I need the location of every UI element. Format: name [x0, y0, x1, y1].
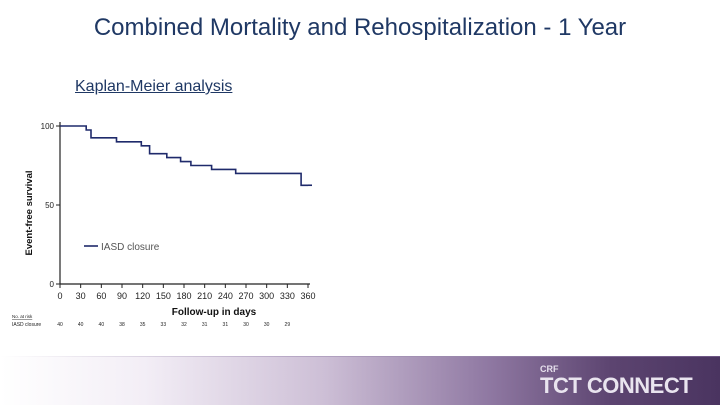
risk-table-row-label: IASD closure	[12, 322, 41, 328]
x-tick-label: 270	[238, 291, 253, 301]
slide-title: Combined Mortality and Rehospitalization…	[93, 14, 627, 41]
x-tick-label: 180	[176, 291, 191, 301]
risk-table-value: 35	[140, 322, 146, 328]
x-tick-label: 240	[218, 291, 233, 301]
risk-table-value: 31	[202, 322, 208, 328]
risk-table-value: 33	[161, 322, 167, 328]
chart-axes: 0 30 60 90 120 150 180 210 240 270 300 330 360 0 50 100…	[24, 122, 316, 318]
chart-legend: IASD closure	[84, 242, 160, 253]
x-tick-label: 300	[259, 291, 274, 301]
legend-label: IASD closure	[101, 242, 160, 253]
km-curve-series	[60, 125, 308, 187]
x-tick-label: 330	[280, 291, 295, 301]
x-tick-label: 150	[156, 291, 171, 301]
x-tick-label: 120	[135, 291, 150, 301]
y-tick-label: 0	[50, 280, 55, 289]
x-tick-label: 90	[117, 291, 127, 301]
y-tick-label: 100	[41, 122, 55, 131]
footer-band	[0, 357, 720, 405]
x-tick-label: 0	[57, 291, 62, 301]
risk-table-value: 31	[223, 322, 229, 328]
x-tick-label: 360	[300, 291, 315, 301]
risk-table-header: No. at risk	[12, 314, 33, 319]
x-axis-label: Follow-up in days	[172, 307, 257, 318]
risk-table-value: 38	[119, 322, 125, 328]
tct-connect-logo: TCT CONNECT	[540, 373, 693, 398]
x-tick-label: 210	[197, 291, 212, 301]
x-tick-label: 30	[76, 291, 86, 301]
y-tick-label: 50	[45, 201, 54, 210]
risk-table-value: 30	[243, 322, 249, 328]
risk-table-value: 30	[264, 322, 270, 328]
risk-table: No. at risk IASD closure 40 40 40 38 35 33 32 31 3…	[12, 314, 290, 328]
x-tick-label: 60	[96, 291, 106, 301]
crf-logo: CRF	[540, 364, 559, 374]
risk-table-value: 32	[181, 322, 187, 328]
slide-subtitle: Kaplan-Meier analysis	[75, 78, 233, 95]
risk-table-value: 40	[99, 322, 105, 328]
y-axis-label: Event-free survival	[24, 170, 35, 255]
risk-table-value: 40	[78, 322, 84, 328]
chart-series	[60, 125, 312, 187]
risk-table-value: 29	[285, 322, 291, 328]
risk-table-value: 40	[57, 322, 63, 328]
